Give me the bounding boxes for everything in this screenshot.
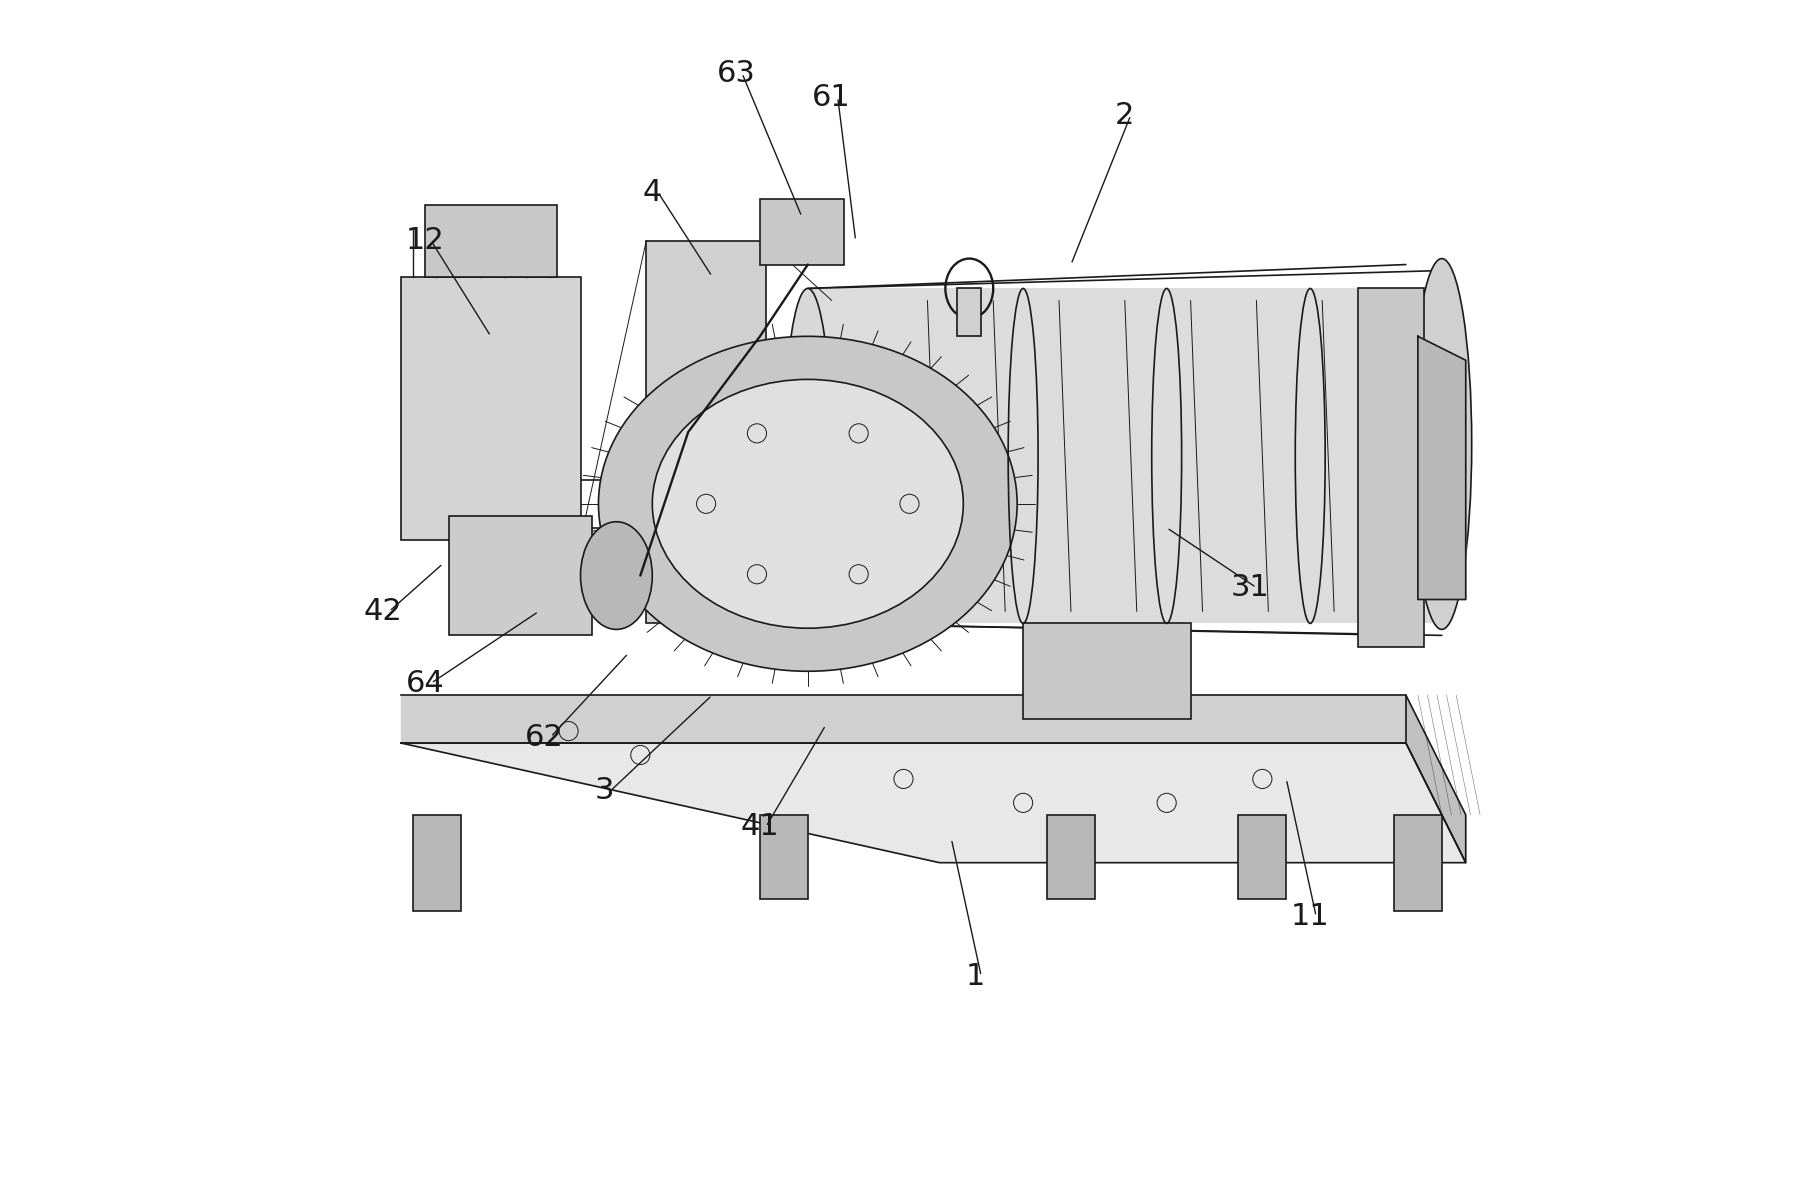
Bar <box>1023 623 1191 719</box>
Polygon shape <box>1406 695 1465 862</box>
Text: 42: 42 <box>363 597 403 626</box>
Text: 41: 41 <box>741 812 779 842</box>
Text: 12: 12 <box>405 227 445 255</box>
Text: 64: 64 <box>405 669 445 698</box>
Bar <box>647 241 766 623</box>
Bar <box>401 277 580 540</box>
Bar <box>1359 289 1424 647</box>
Bar <box>1046 815 1095 898</box>
Text: 3: 3 <box>595 777 614 806</box>
Bar <box>414 815 461 910</box>
Bar <box>425 205 557 277</box>
Text: 63: 63 <box>717 59 755 88</box>
Polygon shape <box>401 695 1406 743</box>
Text: 62: 62 <box>526 723 564 752</box>
Text: 11: 11 <box>1290 902 1330 930</box>
Bar <box>958 289 981 337</box>
Text: 31: 31 <box>1231 573 1270 602</box>
Bar <box>1238 815 1287 898</box>
Bar <box>1393 815 1442 910</box>
Bar <box>808 289 1442 623</box>
Text: 2: 2 <box>1115 101 1135 129</box>
Ellipse shape <box>784 289 831 623</box>
Ellipse shape <box>580 522 652 629</box>
Ellipse shape <box>652 379 963 628</box>
Polygon shape <box>401 743 1465 862</box>
Text: 4: 4 <box>643 179 661 207</box>
Bar <box>761 815 808 898</box>
Ellipse shape <box>1411 259 1471 629</box>
Ellipse shape <box>598 337 1017 671</box>
Bar <box>448 516 593 635</box>
Polygon shape <box>1418 337 1465 600</box>
Text: 61: 61 <box>813 83 851 112</box>
Bar <box>761 199 844 265</box>
Text: 1: 1 <box>965 962 985 990</box>
